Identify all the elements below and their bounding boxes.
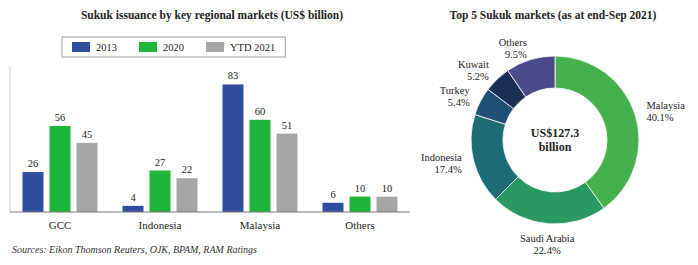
bar [377, 197, 398, 212]
data-label: 27 [155, 157, 166, 168]
legend-label: 2013 [96, 42, 117, 53]
slice-value: 9.5% [505, 49, 527, 60]
bar [223, 84, 244, 212]
chart-title: Top 5 Sukuk markets (as at end-Sep 2021) [450, 9, 657, 22]
x-tick-label: Others [345, 219, 374, 231]
bar [350, 197, 371, 212]
center-label-line: US$127.3 [531, 126, 579, 140]
bar [77, 143, 98, 212]
slice-label: Kuwait [458, 59, 489, 70]
chart-title: Sukuk issuance by key regional markets (… [81, 9, 343, 22]
y-axis-line [10, 66, 11, 212]
data-label: 22 [182, 164, 193, 175]
bar [177, 178, 198, 212]
data-label: 10 [355, 183, 366, 194]
slice [508, 56, 555, 97]
figure: Sukuk issuance by key regional markets (… [0, 0, 698, 265]
slice [496, 177, 604, 224]
slice-value: 22.4% [534, 245, 561, 256]
x-axis-line [10, 212, 410, 213]
source-note: Sources: Eikon Thomson Reuters, OJK, BPA… [12, 244, 257, 255]
slice-value: 17.4% [435, 164, 462, 175]
x-tick-label: GCC [49, 219, 72, 231]
data-label: 26 [28, 158, 39, 169]
slice-label: Malaysia [646, 100, 685, 111]
bar [50, 126, 71, 212]
slice-label: Indonesia [421, 152, 462, 163]
x-tick-label: Indonesia [139, 219, 182, 231]
data-label: 45 [82, 129, 93, 140]
slices [471, 56, 639, 224]
legend: 2013 2020 YTD 2021 [62, 37, 285, 57]
slice [471, 115, 518, 200]
legend-label: YTD 2021 [230, 42, 275, 53]
legend-frame [62, 37, 285, 57]
center-label-line: billion [539, 140, 572, 154]
data-label: 6 [330, 189, 335, 200]
bar [23, 172, 44, 212]
data-label: 60 [255, 106, 266, 117]
slice-value: 5.4% [448, 97, 470, 108]
data-label: 51 [282, 120, 293, 131]
bar [123, 206, 144, 212]
x-tick-label: Malaysia [240, 219, 280, 231]
slice-label: Others [499, 37, 527, 48]
slice-value: 5.2% [467, 71, 489, 82]
legend-label: 2020 [163, 42, 184, 53]
bar [150, 171, 171, 212]
data-label: 83 [228, 70, 239, 81]
legend-swatch [139, 42, 157, 52]
data-labels: 26 4 83 6 56 27 60 10 45 22 51 10 [28, 70, 393, 202]
bars [23, 84, 398, 212]
slice-labels: Malaysia40.1% Saudi Arabia22.4% Indonesia1… [421, 37, 685, 255]
slice-value: 40.1% [646, 112, 673, 123]
data-label: 4 [130, 192, 136, 203]
legend-swatch [72, 42, 90, 52]
bar [323, 203, 344, 212]
slice-label: Turkey [440, 85, 471, 96]
data-label: 10 [382, 183, 393, 194]
bar [250, 120, 271, 212]
slice-label: Saudi Arabia [520, 233, 575, 244]
data-label: 56 [55, 112, 66, 123]
center-label: US$127.3billion [531, 126, 579, 154]
legend-swatch [206, 42, 224, 52]
bar [277, 134, 298, 212]
